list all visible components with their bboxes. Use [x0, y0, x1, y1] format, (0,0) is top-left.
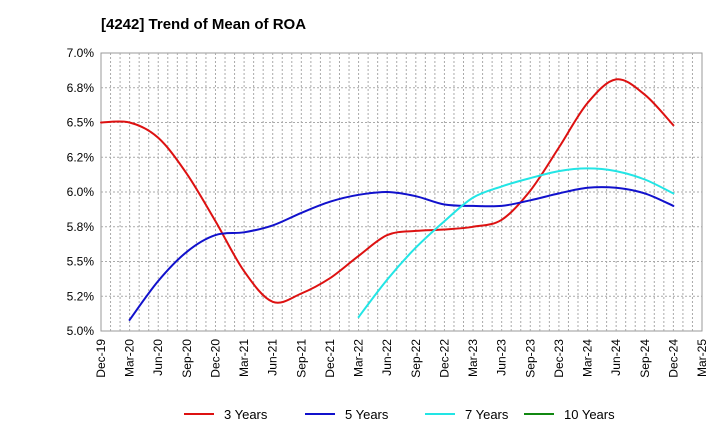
x-tick-label: Sep-22 [409, 339, 423, 378]
x-tick-label: Mar-25 [695, 339, 709, 377]
x-tick-label: Jun-21 [266, 339, 280, 376]
x-tick-label: Sep-21 [294, 339, 308, 378]
x-tick-label: Mar-21 [237, 339, 251, 377]
legend-label-7-years: 7 Years [465, 407, 509, 422]
x-tick-label: Mar-24 [581, 339, 595, 377]
y-tick-label: 7.0% [67, 46, 95, 60]
y-tick-label: 6.8% [67, 81, 95, 95]
x-tick-label: Dec-23 [552, 339, 566, 378]
y-tick-label: 5.2% [67, 289, 95, 303]
grid [100, 52, 703, 332]
x-tick-label: Dec-22 [437, 339, 451, 378]
chart-title: [4242] Trend of Mean of ROA [101, 16, 306, 33]
y-tick-label: 6.2% [67, 150, 95, 164]
legend-label-3-years: 3 Years [224, 407, 268, 422]
x-tick-label: Jun-22 [380, 339, 394, 376]
axes: 5.0% 5.2% 5.5% 5.8% 6.0% 6.2% 6.5% 6.8% 7.0% Dec-… [67, 46, 709, 378]
x-tick-label: Jun-20 [151, 339, 165, 376]
x-tick-label: Sep-24 [638, 339, 652, 378]
legend-label-5-years: 5 Years [345, 407, 389, 422]
x-tick-label: Dec-19 [94, 339, 108, 378]
x-tick-label: Sep-23 [523, 339, 537, 378]
x-tick-label: Dec-24 [666, 339, 680, 378]
y-tick-label: 6.0% [67, 185, 95, 199]
y-tick-label: 5.5% [67, 255, 95, 269]
series-line-3-years [100, 78, 675, 304]
y-tick-label: 5.0% [67, 324, 95, 338]
series-lines [100, 78, 675, 321]
x-tick-label: Jun-24 [609, 339, 623, 376]
x-tick-label: Jun-23 [495, 339, 509, 376]
x-tick-label: Sep-20 [180, 339, 194, 378]
y-tick-label: 6.5% [67, 116, 95, 130]
series-line-5-years [128, 186, 675, 321]
x-tick-label: Mar-20 [123, 339, 137, 377]
x-tick-label: Mar-23 [466, 339, 480, 377]
x-tick-label: Mar-22 [352, 339, 366, 377]
x-tick-label: Dec-21 [323, 339, 337, 378]
legend-label-10-years: 10 Years [564, 407, 615, 422]
y-tick-label: 5.8% [67, 220, 95, 234]
series-line-7-years [357, 167, 675, 319]
x-tick-label: Dec-20 [208, 339, 222, 378]
legend: 3 Years 5 Years 7 Years 10 Years [184, 407, 615, 422]
